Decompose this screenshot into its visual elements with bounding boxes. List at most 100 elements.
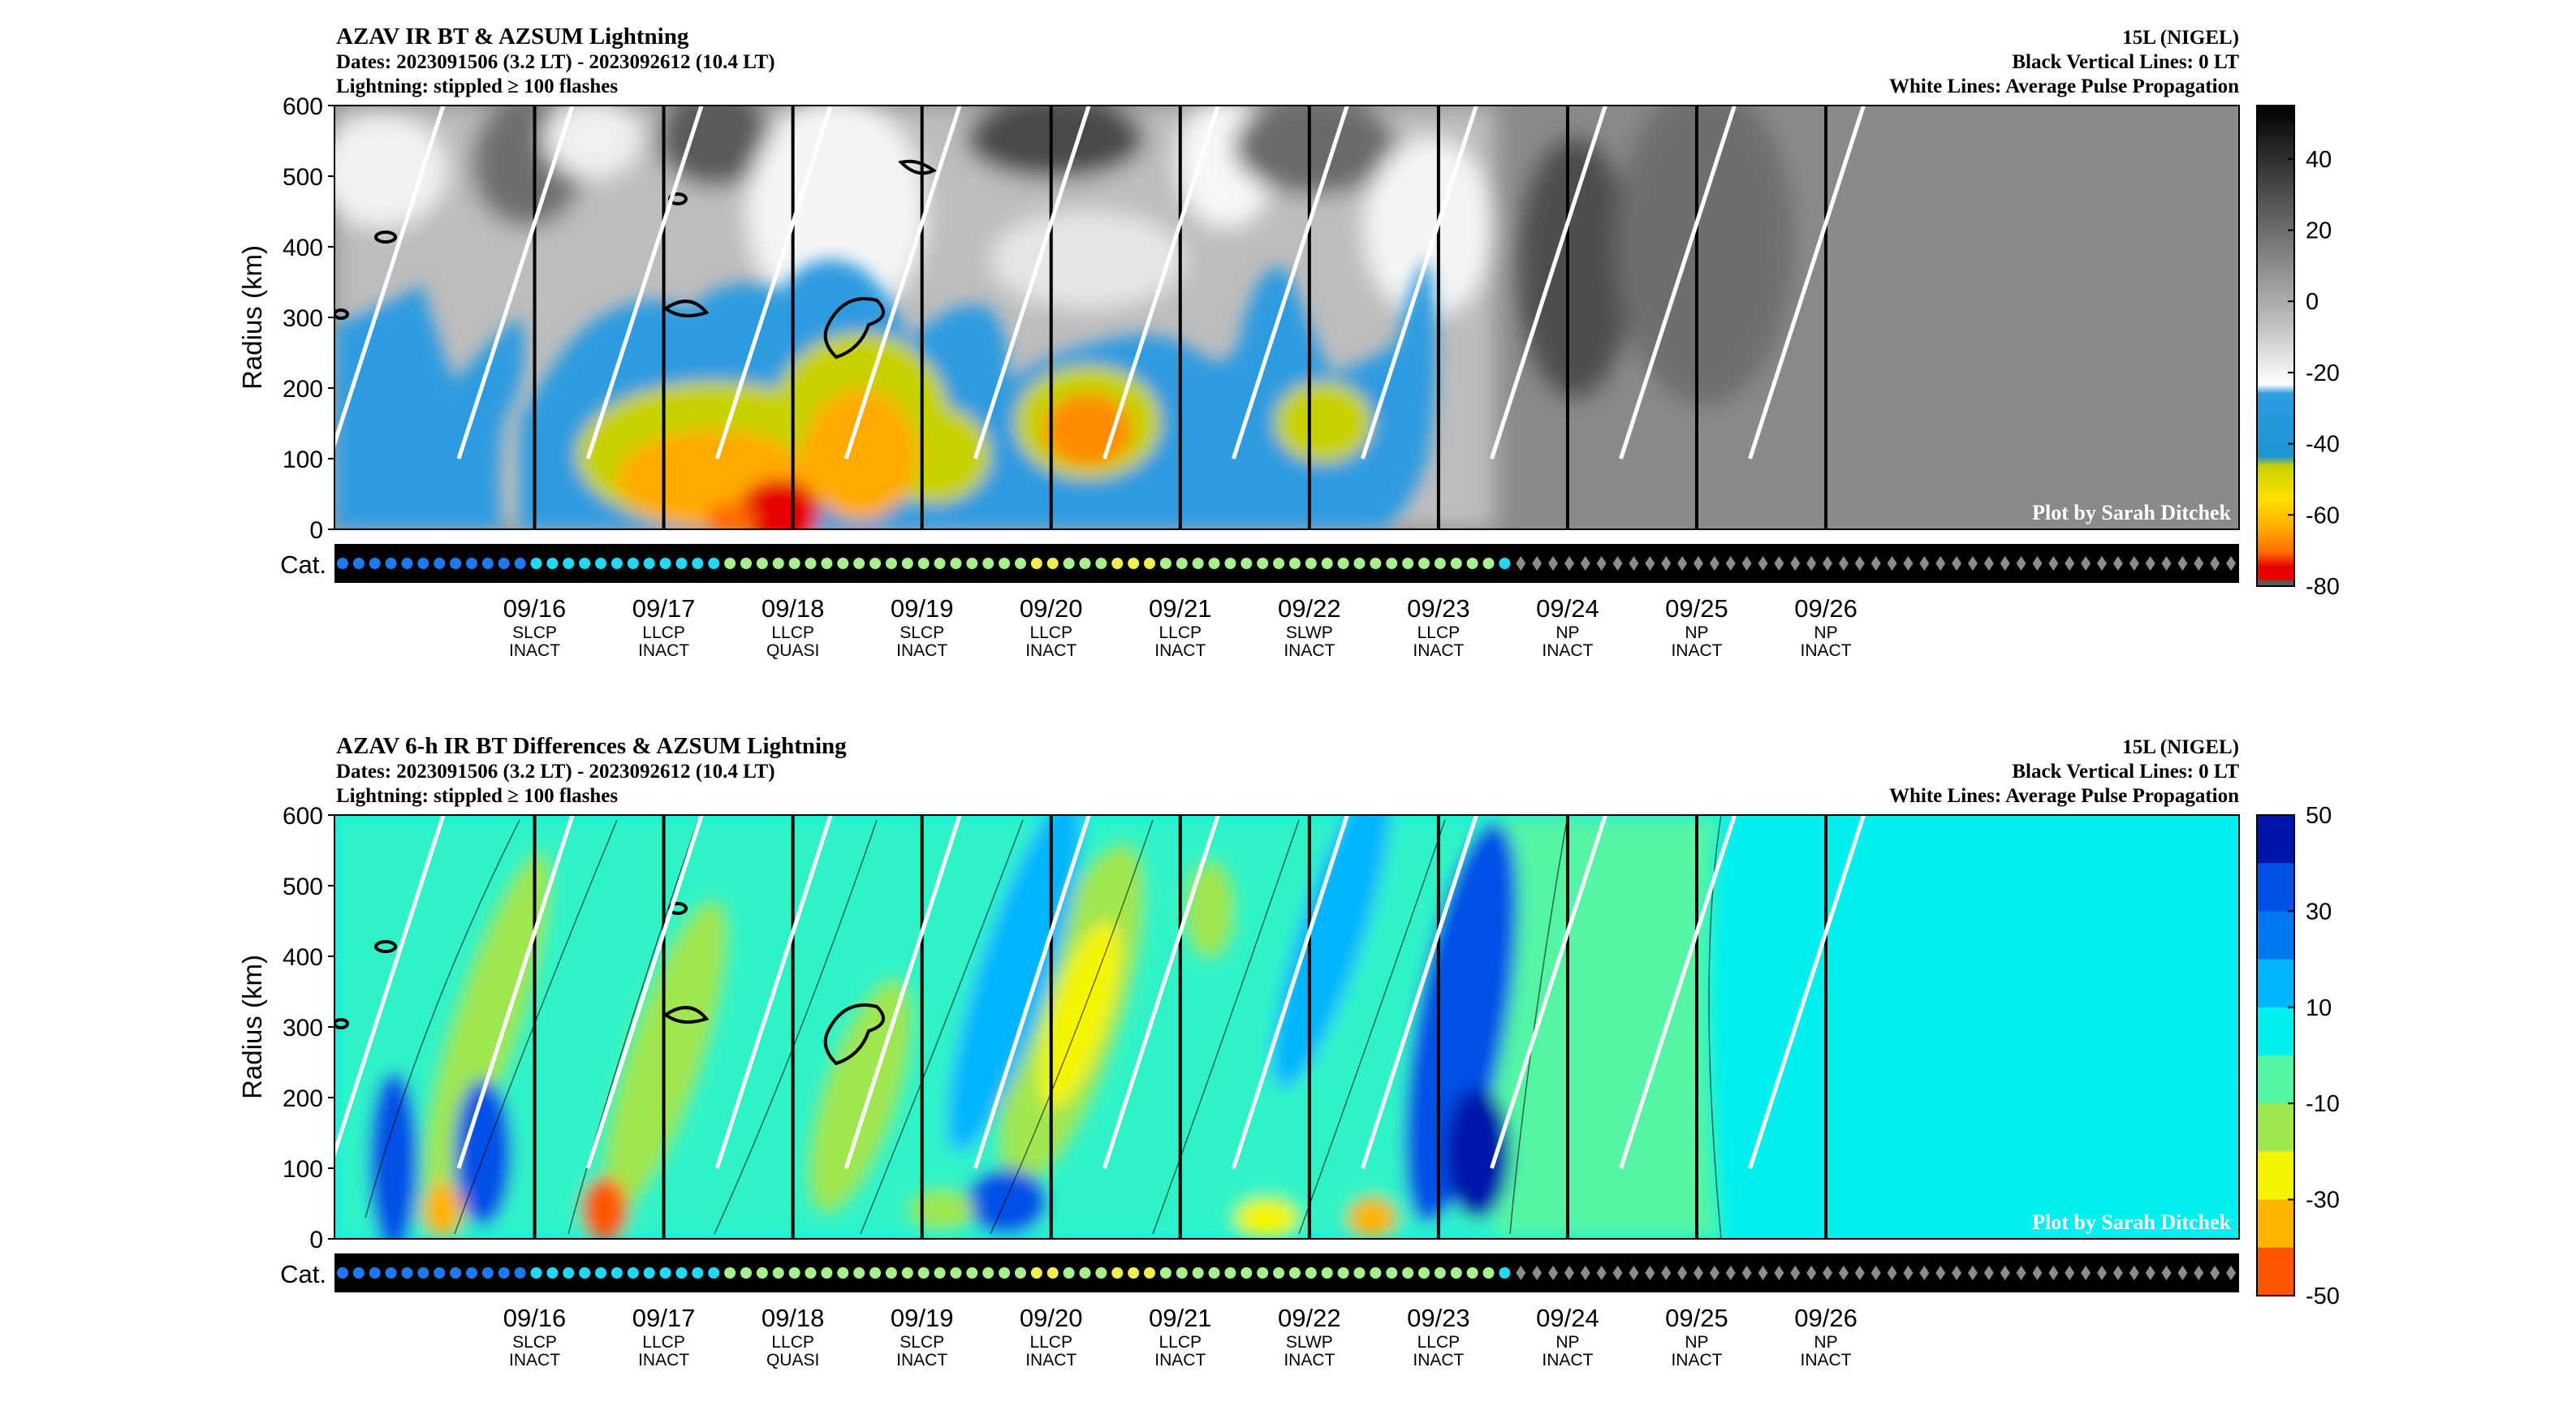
x-phase-label: LLCP [1029, 1333, 1072, 1352]
category-marker-dot [498, 558, 510, 569]
category-marker-dot [1288, 1267, 1301, 1279]
category-marker-diamond [1903, 556, 1914, 571]
y-tick-label: 100 [283, 1156, 323, 1183]
category-marker-diamond [1677, 556, 1688, 571]
panel2-title: AZAV 6-h IR BT Differences & AZSUM Light… [336, 733, 847, 759]
x-state-label: INACT [896, 1351, 947, 1370]
x-phase-label: NP [1814, 1333, 1837, 1352]
pulse-line [1748, 814, 1866, 1169]
pulse-line [844, 814, 962, 1169]
x-state-label: INACT [1284, 1351, 1335, 1370]
colorbar-tick-label: -60 [2306, 503, 2340, 528]
category-marker-dot [950, 558, 962, 569]
category-marker-diamond [1725, 556, 1736, 571]
category-marker-dot [1208, 558, 1220, 569]
category-marker-diamond [2048, 1266, 2059, 1280]
x-state-label: INACT [1801, 1351, 1852, 1370]
category-marker-dot [1159, 1267, 1171, 1279]
category-marker-dot [1466, 558, 1478, 569]
y-tick-label: 400 [283, 944, 323, 971]
x-phase-label: LLCP [1159, 1333, 1202, 1352]
category-marker-dot [982, 1267, 995, 1279]
category-marker-dot [724, 1267, 736, 1279]
x-phase-label: LLCP [1417, 1333, 1461, 1352]
category-marker-diamond [1967, 1266, 1978, 1280]
category-marker-diamond [1580, 556, 1590, 571]
category-marker-dot [772, 558, 784, 569]
x-date-label: 09/20 [1020, 594, 1083, 623]
category-marker-dot [643, 1267, 655, 1279]
category-marker-dot [530, 558, 542, 569]
category-marker-dot [1063, 558, 1075, 569]
category-marker-diamond [1741, 1266, 1752, 1280]
category-marker-dot [546, 1267, 559, 1279]
category-marker-dot [1499, 1267, 1511, 1279]
category-marker-dot [966, 1267, 978, 1279]
category-marker-dot [1046, 558, 1059, 569]
x-date-label: 09/23 [1407, 594, 1470, 623]
colorbar-tick-label: -40 [2306, 432, 2340, 458]
category-marker-dot [1224, 558, 1236, 569]
category-marker-diamond [1661, 1266, 1672, 1280]
category-marker-dot [982, 558, 995, 569]
category-marker-diamond [1952, 1266, 1962, 1280]
category-marker-dot [821, 558, 833, 569]
category-marker-diamond [1532, 1266, 1543, 1280]
category-marker-diamond [2194, 556, 2204, 571]
panel2-white-lines-note: White Lines: Average Pulse Propagation [1889, 785, 2239, 807]
category-marker-dot [1321, 558, 1333, 569]
category-marker-diamond [1952, 556, 1962, 571]
category-marker-dot [1030, 1267, 1042, 1279]
pulse-line [973, 105, 1091, 459]
x-date-label: 09/25 [1665, 594, 1728, 623]
y-tick-label: 600 [283, 803, 323, 830]
category-marker-diamond [1645, 1266, 1655, 1280]
category-marker-dot [1241, 1267, 1253, 1279]
x-phase-label: SLCP [512, 1333, 557, 1352]
category-marker-dot [1063, 1267, 1075, 1279]
category-marker-dot [1370, 1267, 1382, 1279]
x-phase-label: SLWP [1286, 1333, 1333, 1352]
panel2-y-ticks: 0 100 200 300 400 500 600 [283, 803, 334, 1253]
category-marker-diamond [1580, 1266, 1590, 1280]
x-date-label: 09/16 [503, 1304, 567, 1332]
x-phase-label: SLWP [1286, 623, 1333, 642]
category-marker-dot [1273, 1267, 1285, 1279]
category-marker-dot [708, 558, 720, 569]
category-marker-dot [917, 1267, 930, 1279]
category-marker-dot [1353, 1267, 1366, 1279]
category-marker-dot [1241, 558, 1253, 569]
panel1-y-ticks: 0 100 200 300 400 500 600 [283, 93, 334, 544]
category-marker-diamond [2032, 556, 2043, 571]
category-marker-dot [885, 1267, 897, 1279]
category-marker-dot [999, 1267, 1011, 1279]
category-marker-diamond [1854, 556, 1865, 571]
category-marker-dot [401, 558, 413, 569]
category-marker-diamond [1983, 1266, 1994, 1280]
pulse-line [1619, 814, 1737, 1169]
colorbar-tick-label: -20 [2306, 360, 2340, 386]
category-marker-dot [837, 1267, 849, 1279]
x-date-label: 09/16 [503, 594, 567, 623]
x-phase-label: LLCP [1417, 623, 1461, 642]
colorbar-tick-label: 0 [2306, 289, 2319, 315]
category-marker-diamond [1887, 1266, 1897, 1280]
category-marker-dot [369, 558, 381, 569]
category-marker-dot [1144, 558, 1156, 569]
x-state-label: INACT [1284, 641, 1335, 660]
colorbar-band [2257, 815, 2294, 864]
category-marker-dot [853, 558, 865, 569]
category-marker-diamond [1790, 1266, 1801, 1280]
category-marker-diamond [2032, 1266, 2043, 1280]
category-marker-dot [1386, 558, 1398, 569]
category-marker-dot [579, 1267, 591, 1279]
category-marker-diamond [1806, 556, 1817, 571]
pulse-line [1619, 105, 1737, 459]
category-marker-diamond [1983, 556, 1994, 571]
category-marker-dot [1353, 558, 1366, 569]
category-marker-diamond [1967, 556, 1978, 571]
category-marker-dot [1176, 1267, 1188, 1279]
panel2-cat-label: Cat. [280, 1260, 326, 1288]
category-marker-dot [1014, 558, 1026, 569]
category-marker-dot [740, 558, 752, 569]
